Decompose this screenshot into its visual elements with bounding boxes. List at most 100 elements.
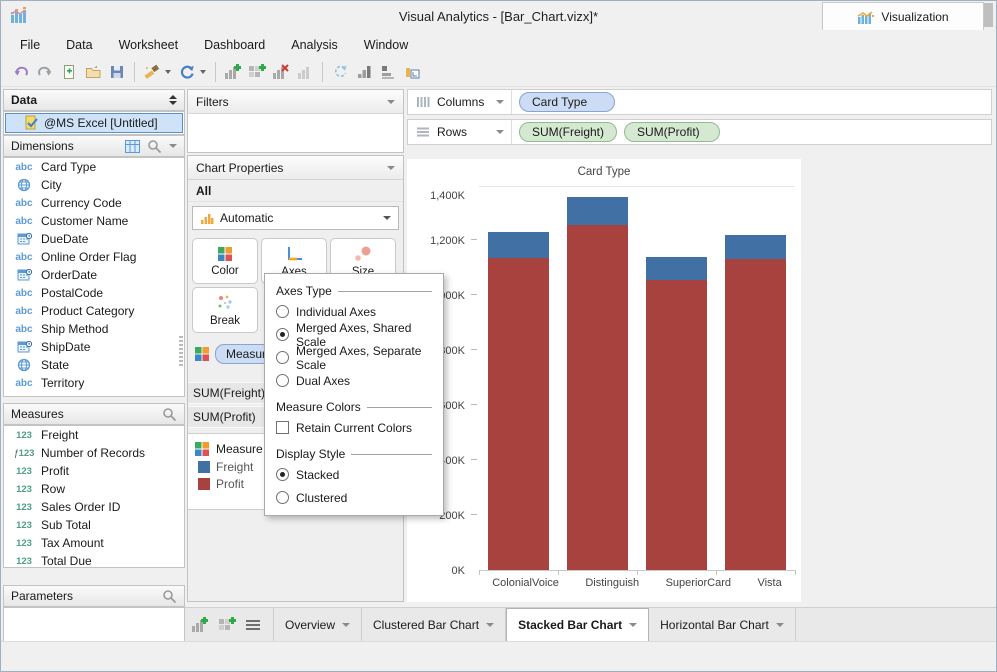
measure-item[interactable]: 123 Tax Amount <box>4 534 184 552</box>
menu-item-analysis[interactable]: Analysis <box>291 37 338 52</box>
scrollbar-thumb[interactable] <box>179 336 183 366</box>
dimension-item[interactable]: abc Customer Name <box>4 212 184 230</box>
radio-option-individual-axes[interactable]: Individual Axes <box>276 300 432 323</box>
radio-option-merged-axes-separate-scale[interactable]: Merged Axes, Separate Scale <box>276 344 432 372</box>
sort-ascending-icon[interactable] <box>352 60 376 84</box>
radio-option-merged-axes-shared-scale[interactable]: Merged Axes, Shared Scale <box>276 321 432 349</box>
dimension-item[interactable]: abc Online Order Flag <box>4 248 184 266</box>
menu-item-dashboard[interactable]: Dashboard <box>204 37 266 52</box>
table-icon[interactable] <box>125 139 140 153</box>
radio-option-clustered[interactable]: Clustered <box>276 486 432 509</box>
add-chart-icon[interactable] <box>221 60 245 84</box>
radio-option-dual-axes[interactable]: Dual Axes <box>276 369 432 392</box>
dropdown-arrow-icon[interactable] <box>200 70 206 74</box>
checkbox-option-retain-current-colors[interactable]: Retain Current Colors <box>276 416 432 439</box>
sheet-list-icon[interactable] <box>245 618 261 632</box>
chart-disabled-icon[interactable] <box>293 60 317 84</box>
radio-icon[interactable] <box>276 351 289 364</box>
dimension-item[interactable]: abc Ship Method <box>4 320 184 338</box>
dimension-item[interactable]: DueDate <box>4 230 184 248</box>
stacked-bar-vista[interactable] <box>725 234 786 570</box>
new-file-icon[interactable] <box>57 60 81 84</box>
refresh-icon[interactable] <box>175 60 199 84</box>
bar-segment-freight[interactable] <box>725 234 786 260</box>
radio-icon[interactable] <box>276 491 289 504</box>
sheet-tab-horizontal-bar-chart[interactable]: Horizontal Bar Chart <box>649 608 796 641</box>
bar-segment-profit[interactable] <box>567 224 628 570</box>
chevron-down-icon[interactable] <box>387 165 395 170</box>
color-button[interactable]: Color <box>192 238 258 284</box>
search-icon[interactable] <box>147 139 162 154</box>
measure-item[interactable]: 123 Row <box>4 480 184 498</box>
visualization-tab[interactable]: Visualization <box>822 2 984 30</box>
data-sort-icon[interactable] <box>169 95 177 105</box>
dimension-item[interactable]: abc Currency Code <box>4 194 184 212</box>
chevron-down-icon[interactable] <box>629 623 638 627</box>
dimension-item[interactable]: abc Card Type <box>4 158 184 176</box>
chart-type-select[interactable]: Automatic <box>192 206 399 230</box>
chevron-down-icon[interactable] <box>387 99 395 104</box>
chevron-down-icon[interactable] <box>169 144 177 148</box>
new-visualization-icon[interactable] <box>191 616 209 633</box>
menu-item-window[interactable]: Window <box>363 37 409 52</box>
checkbox-icon[interactable] <box>276 421 289 434</box>
new-dashboard-icon[interactable] <box>218 616 236 633</box>
columns-shelf-label[interactable]: Columns <box>408 90 512 114</box>
bar-segment-profit[interactable] <box>725 259 786 570</box>
dropdown-arrow-icon[interactable] <box>165 70 171 74</box>
chevron-down-icon[interactable] <box>775 622 784 627</box>
delete-chart-icon[interactable] <box>269 60 293 84</box>
menu-item-worksheet[interactable]: Worksheet <box>118 37 179 52</box>
dimension-item[interactable]: abc Territory <box>4 374 184 392</box>
bar-segment-profit[interactable] <box>488 257 549 570</box>
rows-shelf-label[interactable]: Rows <box>408 120 512 144</box>
sheet-tab-clustered-bar-chart[interactable]: Clustered Bar Chart <box>362 608 507 641</box>
measure-item[interactable]: ƒ 123 Number of Records <box>13 446 146 460</box>
open-folder-icon[interactable] <box>81 60 105 84</box>
radio-option-stacked[interactable]: Stacked <box>276 463 432 486</box>
shelf-pill[interactable]: SUM(Freight) <box>519 122 618 142</box>
dimension-item[interactable]: OrderDate <box>4 266 184 284</box>
dimension-item[interactable]: abc Product Category <box>4 302 184 320</box>
sort-descending-icon[interactable] <box>376 60 400 84</box>
bar-segment-freight[interactable] <box>646 256 707 280</box>
stacked-bar-superiorcard[interactable] <box>646 256 707 570</box>
add-dashboard-icon[interactable] <box>245 60 269 84</box>
chevron-down-icon[interactable] <box>342 622 351 627</box>
search-icon[interactable] <box>162 589 177 604</box>
bar-segment-profit[interactable] <box>646 279 707 570</box>
axis-chart-icon[interactable] <box>400 60 424 84</box>
break-button[interactable]: Break <box>192 287 258 333</box>
measure-item[interactable]: 123 Freight <box>4 426 184 444</box>
search-icon[interactable] <box>162 407 177 422</box>
shelf-pill[interactable]: Card Type <box>519 92 615 112</box>
measure-item[interactable]: 123 Profit <box>4 462 184 480</box>
dimension-item[interactable]: State <box>4 356 184 374</box>
legend-item[interactable]: Freight <box>188 458 403 475</box>
dimension-item[interactable]: abc PostalCode <box>4 284 184 302</box>
format-wand-icon[interactable] <box>140 60 164 84</box>
radio-icon[interactable] <box>276 328 289 341</box>
measure-item[interactable]: 123 Sales Order ID <box>4 498 184 516</box>
stacked-bar-distinguish[interactable] <box>567 197 628 570</box>
data-source-item[interactable]: @MS Excel [Untitled] <box>5 113 183 133</box>
bar-segment-freight[interactable] <box>567 197 628 225</box>
legend-item[interactable]: Profit <box>188 475 403 492</box>
dimension-item[interactable]: City <box>4 176 184 194</box>
menu-item-file[interactable]: File <box>20 37 41 52</box>
measure-item[interactable]: 123 Sub Total <box>4 516 184 534</box>
sheet-tab-overview[interactable]: Overview <box>273 608 363 641</box>
save-icon[interactable] <box>105 60 129 84</box>
bar-segment-freight[interactable] <box>488 231 549 258</box>
swap-axes-icon[interactable] <box>328 60 352 84</box>
redo-icon[interactable] <box>33 60 57 84</box>
shelf-pill[interactable]: SUM(Profit) <box>624 122 721 142</box>
dimension-item[interactable]: ShipDate <box>4 338 184 356</box>
radio-icon[interactable] <box>276 305 289 318</box>
sheet-tab-stacked-bar-chart[interactable]: Stacked Bar Chart <box>506 608 650 641</box>
stacked-bar-colonialvoice[interactable] <box>488 231 549 570</box>
chevron-down-icon[interactable] <box>486 622 495 627</box>
measure-item[interactable]: 123 Total Due <box>4 552 184 570</box>
radio-icon[interactable] <box>276 468 289 481</box>
menu-item-data[interactable]: Data <box>66 37 93 52</box>
